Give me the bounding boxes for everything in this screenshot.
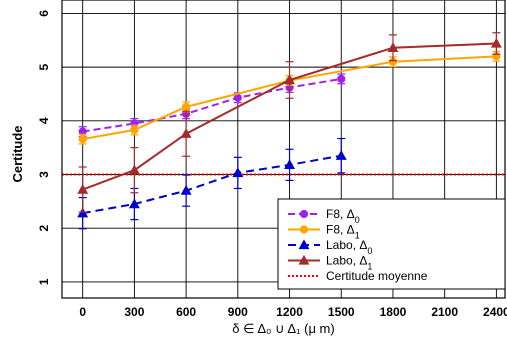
x-tick-label-2400: 2400 — [483, 305, 507, 319]
x-tick-label-1500: 1500 — [328, 305, 355, 319]
y-tick-label-4: 4 — [37, 117, 51, 124]
y-tick-label-1: 1 — [37, 278, 51, 285]
data-point-1-1 — [131, 126, 138, 133]
x-tick-label-0: 0 — [79, 305, 86, 319]
legend-label-4: Certitude moyenne — [326, 269, 428, 283]
x-tick-label-2100: 2100 — [431, 305, 458, 319]
x-axis-title: δ ∈ Δ₀ ∪ Δ₁ (μ m) — [232, 321, 334, 336]
y-tick-label-2: 2 — [37, 225, 51, 232]
legend-marker-1 — [300, 226, 307, 233]
legend-marker-0 — [300, 210, 307, 217]
y-tick-label-5: 5 — [37, 63, 51, 70]
x-tick-label-300: 300 — [124, 305, 144, 319]
y-tick-label-3: 3 — [37, 171, 51, 178]
data-point-0-5 — [338, 75, 345, 82]
x-tick-label-900: 900 — [228, 305, 248, 319]
y-axis-title: Certitude — [10, 125, 25, 182]
y-tick-label-6: 6 — [37, 10, 51, 17]
data-point-1-2 — [183, 103, 190, 110]
data-point-1-0 — [79, 135, 86, 142]
x-tick-label-1200: 1200 — [276, 305, 303, 319]
x-tick-label-1800: 1800 — [380, 305, 407, 319]
x-tick-label-600: 600 — [176, 305, 196, 319]
